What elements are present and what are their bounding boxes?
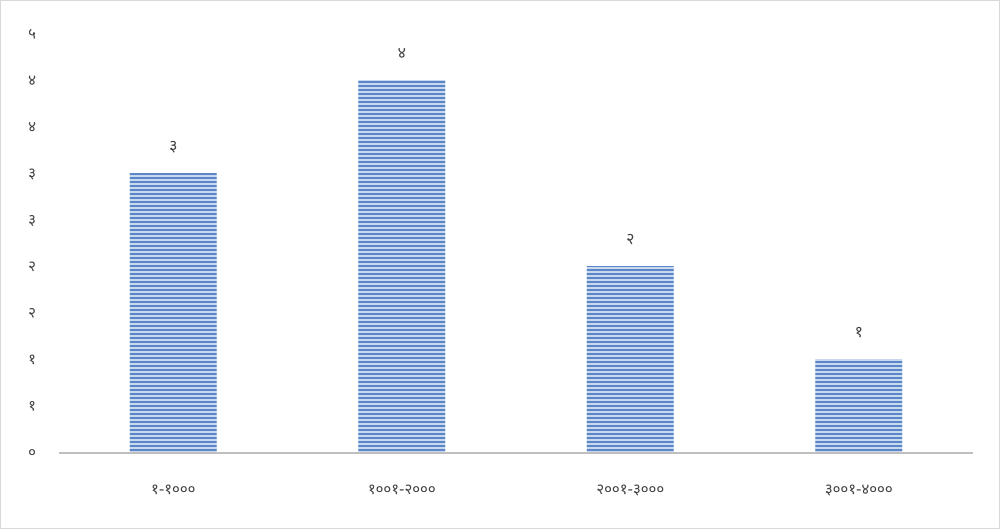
bar [358, 80, 446, 452]
x-tick-label: १-१००० [151, 480, 195, 498]
y-tick-label: १ [28, 397, 36, 415]
data-label: ३ [169, 136, 177, 155]
y-tick-label: ० [28, 443, 36, 461]
y-tick-label: ४ [28, 118, 36, 136]
data-labels: ३ ४ २ १ [169, 43, 863, 341]
y-tick-label: ४ [28, 71, 36, 89]
y-tick-label: २ [28, 257, 36, 275]
bar [586, 266, 674, 452]
bar [129, 173, 217, 452]
x-axis: १-१००० १००१-२००० २००१-३००० ३००१-४००० [59, 452, 973, 498]
y-tick-label: २ [28, 304, 36, 322]
bars [129, 80, 903, 452]
y-axis-ticks: ० १ १ २ २ ३ ३ ४ ४ ५ [28, 25, 36, 462]
bar [815, 359, 903, 452]
y-tick-label: ३ [28, 211, 36, 229]
x-tick-label: २००१-३००० [596, 480, 664, 498]
data-label: २ [626, 229, 634, 248]
y-tick-label: ५ [28, 25, 36, 43]
x-tick-label: १००१-२००० [368, 480, 436, 498]
y-tick-label: ३ [28, 164, 36, 182]
y-tick-label: १ [28, 350, 36, 368]
data-label: १ [855, 322, 863, 341]
data-label: ४ [398, 43, 406, 62]
x-tick-label: ३००१-४००० [825, 480, 893, 498]
